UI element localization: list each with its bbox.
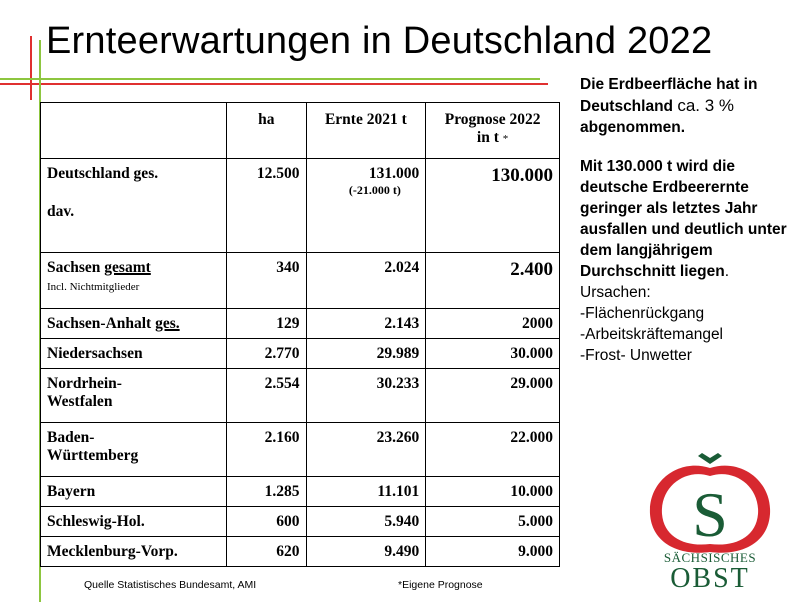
row-label: Sachsen-Anhalt ges. xyxy=(39,308,228,339)
row-note: Incl. Nichtmitglieder xyxy=(47,281,140,293)
cell-ernte: 30.233 xyxy=(305,368,427,423)
table-row: Deutschland ges. dav. 12.500 131.000 (-2… xyxy=(39,158,560,253)
harvest-table: ha Ernte 2021 t Prognose 2022 in t * Deu… xyxy=(39,102,560,567)
cell-ernte-value: 131.000 xyxy=(368,165,420,182)
header-prognose-mark: * xyxy=(502,133,509,145)
cause-item: -Arbeitskräftemangel xyxy=(580,326,724,343)
header-ernte: Ernte 2021 t xyxy=(305,102,427,159)
cell-prognose: 2000 xyxy=(425,308,560,339)
footer-source: Quelle Statistisches Bundesamt, AMI xyxy=(84,579,257,591)
row-label-text: Baden- xyxy=(47,429,95,446)
table-row: Bayern 1.285 11.101 10.000 xyxy=(39,476,560,507)
table-row: Sachsen gesamt Incl. Nichtmitglieder 340… xyxy=(39,252,560,309)
table-row: Mecklenburg-Vorp. 620 9.490 9.000 xyxy=(39,536,560,567)
table-row: Niedersachsen 2.770 29.989 30.000 xyxy=(39,338,560,369)
header-ha: ha xyxy=(226,102,307,159)
table-row: Schleswig-Hol. 600 5.940 5.000 xyxy=(39,506,560,537)
header-prognose: Prognose 2022 in t * xyxy=(425,102,560,159)
cell-ha: 129 xyxy=(226,308,307,339)
row-label-text-line2: Westfalen xyxy=(47,393,113,410)
cell-prognose: 9.000 xyxy=(425,536,560,567)
commentary-text: . xyxy=(724,263,729,280)
cell-ernte: 29.989 xyxy=(305,338,427,369)
row-label: Sachsen gesamt Incl. Nichtmitglieder xyxy=(39,252,228,309)
commentary-highlight: ca. 3 % xyxy=(677,96,735,115)
row-label: Bayern xyxy=(39,476,228,507)
cause-item: -Flächenrückgang xyxy=(580,305,705,322)
table-row: Nordrhein- Westfalen 2.554 30.233 29.000 xyxy=(39,368,560,423)
hacek-mark xyxy=(698,453,722,464)
commentary-text: Mit 130.000 t wird die deutsche Erdbeere… xyxy=(580,158,787,280)
commentary-paragraph-2: Mit 130.000 t wird die deutsche Erdbeere… xyxy=(580,156,798,282)
cell-ernte: 11.101 xyxy=(305,476,427,507)
row-label-text: Deutschland ges. xyxy=(47,165,159,182)
row-label-underlined: gesamt xyxy=(104,259,151,276)
red-horizontal-line xyxy=(0,83,548,85)
cell-ha: 2.554 xyxy=(226,368,307,423)
cell-ernte: 131.000 (-21.000 t) xyxy=(305,158,427,253)
cell-prognose: 29.000 xyxy=(425,368,560,423)
row-label: Schleswig-Hol. xyxy=(39,506,228,537)
cell-ha: 620 xyxy=(226,536,307,567)
cell-ernte: 2.143 xyxy=(305,308,427,339)
causes-title: Ursachen: xyxy=(580,284,651,301)
row-label-underlined: ges. xyxy=(155,315,180,332)
cell-ha: 2.770 xyxy=(226,338,307,369)
table-row: Sachsen-Anhalt ges. 129 2.143 2000 xyxy=(39,308,560,339)
row-label-text: Mecklenburg-Vorp. xyxy=(47,543,178,560)
commentary-paragraph-1: Die Erdbeerfläche hat in Deutschland ca.… xyxy=(580,74,798,138)
cell-prognose: 10.000 xyxy=(425,476,560,507)
commentary-text: abgenommen. xyxy=(580,119,686,136)
green-horizontal-line xyxy=(0,78,540,80)
row-label: Niedersachsen xyxy=(39,338,228,369)
row-label-text: Sachsen-Anhalt xyxy=(47,315,152,332)
commentary-text: Die Erdbeerfläche hat in Deutschland xyxy=(580,76,758,115)
cause-item: -Frost- Unwetter xyxy=(580,347,692,364)
cell-ha: 340 xyxy=(226,252,307,309)
cell-ha: 600 xyxy=(226,506,307,537)
cell-prognose: 30.000 xyxy=(425,338,560,369)
logo-letter: S xyxy=(692,479,728,550)
row-sublabel: dav. xyxy=(47,203,75,220)
cell-ernte: 5.940 xyxy=(305,506,427,537)
cell-ha: 1.285 xyxy=(226,476,307,507)
footer-note: *Eigene Prognose xyxy=(398,579,483,591)
cell-prognose: 5.000 xyxy=(425,506,560,537)
table-header-row: ha Ernte 2021 t Prognose 2022 in t * xyxy=(39,102,560,159)
row-label: Nordrhein- Westfalen xyxy=(39,368,228,423)
cell-ha: 2.160 xyxy=(226,422,307,477)
row-label: Deutschland ges. dav. xyxy=(39,158,228,253)
table-row: Baden- Württemberg 2.160 23.260 22.000 xyxy=(39,422,560,477)
row-label-text: Nordrhein- xyxy=(47,375,122,392)
cell-ernte: 23.260 xyxy=(305,422,427,477)
row-label: Baden- Württemberg xyxy=(39,422,228,477)
header-empty xyxy=(39,102,228,159)
cell-ha: 12.500 xyxy=(226,158,307,253)
cell-ernte-note: (-21.000 t) xyxy=(348,183,401,197)
page-title: Ernteerwartungen in Deutschland 2022 xyxy=(46,20,713,62)
cell-prognose: 2.400 xyxy=(425,252,560,309)
row-label: Mecklenburg-Vorp. xyxy=(39,536,228,567)
commentary-panel: Die Erdbeerfläche hat in Deutschland ca.… xyxy=(580,74,798,366)
row-label-text: Schleswig-Hol. xyxy=(47,513,145,530)
cell-ernte: 2.024 xyxy=(305,252,427,309)
cell-prognose: 22.000 xyxy=(425,422,560,477)
header-prognose-line2: in t xyxy=(476,129,499,146)
cell-prognose: 130.000 xyxy=(425,158,560,253)
row-label-text: Niedersachsen xyxy=(47,345,143,362)
row-label-text: Sachsen xyxy=(47,259,101,276)
logo-text-line1: SÄCHSISCHES xyxy=(663,550,757,565)
row-label-text-line2: Württemberg xyxy=(47,447,139,464)
saechsisches-obst-logo: S xyxy=(649,453,771,553)
logo-text-line2: OBST xyxy=(670,563,750,594)
row-label-text: Bayern xyxy=(47,483,96,500)
cell-ernte: 9.490 xyxy=(305,536,427,567)
red-vertical-line xyxy=(30,36,32,100)
apple-inner xyxy=(661,474,759,545)
header-prognose-line1: Prognose 2022 xyxy=(444,111,541,128)
